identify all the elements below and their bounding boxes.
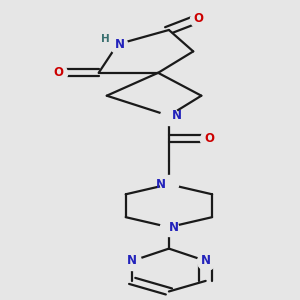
Text: O: O (194, 12, 204, 25)
Text: N: N (169, 221, 179, 234)
Text: N: N (127, 254, 137, 267)
Text: N: N (172, 109, 182, 122)
Text: N: N (115, 38, 125, 51)
Text: N: N (156, 178, 166, 191)
Text: O: O (204, 132, 214, 145)
Text: H: H (101, 34, 110, 44)
Text: O: O (53, 66, 63, 79)
Text: N: N (201, 254, 211, 267)
